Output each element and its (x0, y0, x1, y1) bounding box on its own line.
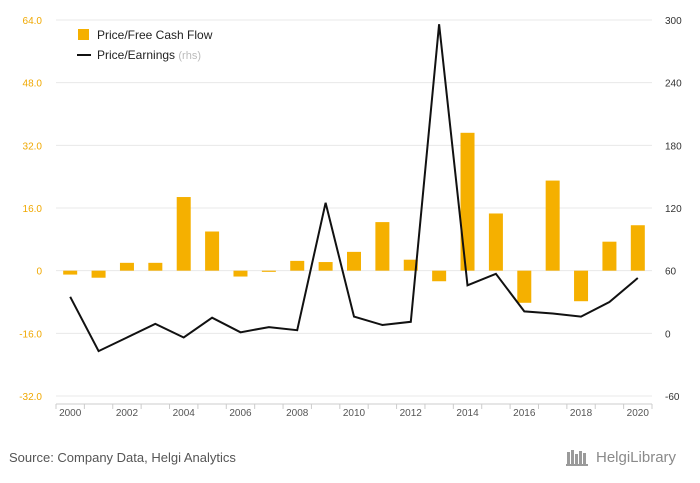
bar (375, 222, 390, 271)
right-tick-label: 180 (665, 141, 682, 152)
legend-label-pe: Price/Earnings (rhs) (97, 48, 201, 62)
x-tick-label: 2002 (116, 408, 139, 419)
right-tick-label: 120 (665, 204, 682, 215)
bar (432, 270, 447, 282)
bar (63, 270, 78, 275)
bar (460, 132, 475, 271)
bar (602, 241, 617, 271)
left-tick-label: 64.0 (23, 16, 43, 27)
x-tick-label: 2012 (400, 408, 423, 419)
right-tick-label: 300 (665, 16, 682, 27)
brand-logo: HelgiLibrary (566, 448, 676, 466)
right-tick-label: 60 (665, 267, 677, 278)
bar (517, 270, 532, 303)
bar (488, 213, 503, 271)
legend-label-pfcf: Price/Free Cash Flow (97, 28, 213, 42)
x-tick-label: 2020 (627, 408, 650, 419)
right-tick-label: -60 (665, 392, 680, 403)
left-tick-label: 48.0 (23, 79, 43, 90)
bar (347, 251, 361, 271)
bar (261, 270, 276, 272)
left-tick-label: 32.0 (23, 141, 43, 152)
left-tick-label: -32.0 (19, 392, 42, 403)
x-tick-label: 2006 (229, 408, 252, 419)
x-tick-label: 2010 (343, 408, 366, 419)
library-icon (566, 450, 588, 466)
x-tick-label: 2004 (173, 408, 196, 419)
bar (148, 262, 163, 271)
bar (290, 260, 305, 271)
bar (233, 270, 248, 277)
left-tick-label: 0 (36, 267, 42, 278)
pe-line (69, 24, 639, 353)
left-tick-label: 16.0 (23, 204, 43, 215)
bar (205, 231, 220, 271)
x-tick-label: 2016 (513, 408, 536, 419)
legend-swatch-bar (78, 29, 89, 40)
bar (119, 262, 134, 271)
x-tick-label: 2014 (456, 408, 479, 419)
bar (176, 197, 191, 271)
bar (403, 259, 418, 271)
source-note: Source: Company Data, Helgi Analytics (9, 450, 236, 465)
x-tick-label: 2018 (570, 408, 593, 419)
bar (630, 225, 645, 271)
bar (574, 270, 589, 302)
x-tick-label: 2000 (59, 408, 82, 419)
brand-name: HelgiLibrary (596, 448, 677, 466)
bar (91, 270, 106, 278)
legend-label-pe-suffix: (rhs) (178, 50, 201, 62)
x-tick-label: 2008 (286, 408, 309, 419)
bar (545, 180, 560, 271)
right-tick-label: 240 (665, 79, 682, 90)
bar (318, 262, 333, 271)
left-tick-label: -16.0 (19, 329, 42, 340)
right-tick-label: 0 (665, 329, 671, 340)
legend-label-pe-name: Price/Earnings (97, 48, 178, 62)
